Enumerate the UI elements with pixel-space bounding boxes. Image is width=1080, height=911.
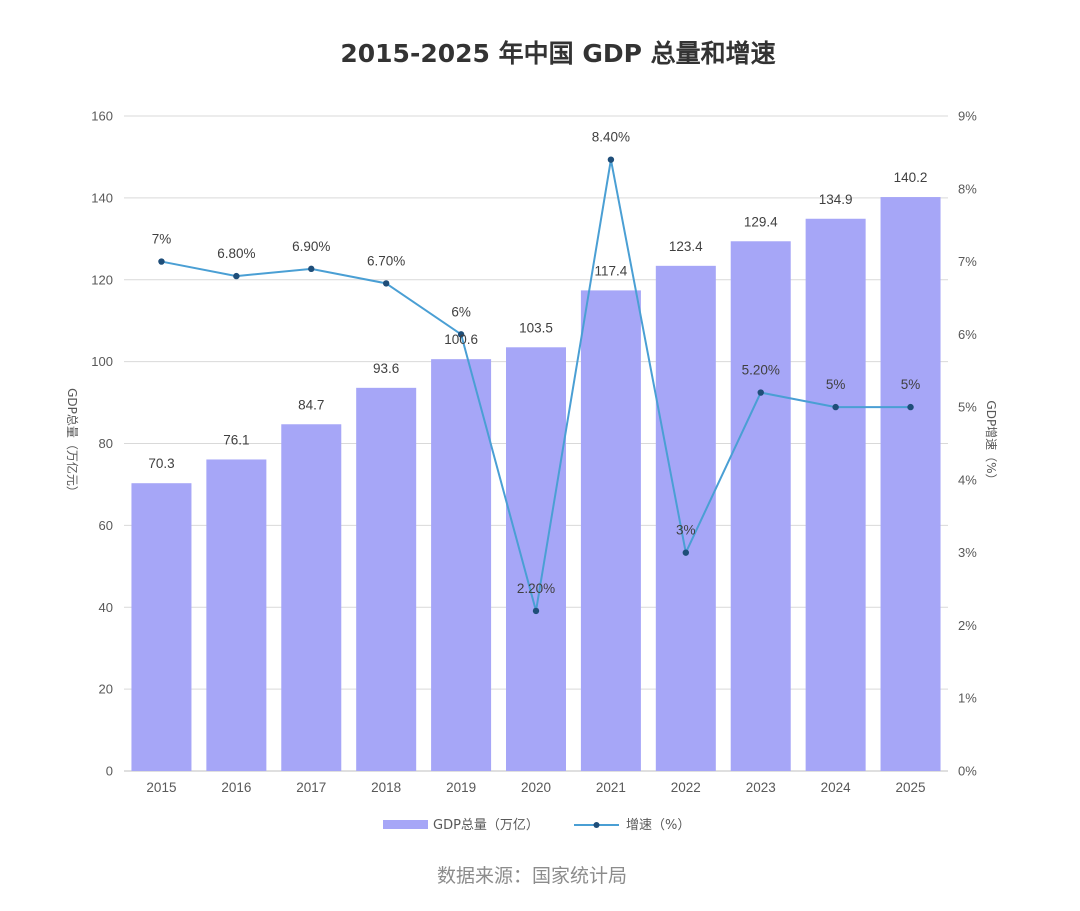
x-tick-label: 2015 bbox=[146, 780, 176, 795]
left-tick-label: 40 bbox=[99, 600, 113, 615]
bar-value-label: 100.6 bbox=[444, 332, 478, 347]
line-value-label: 8.40% bbox=[592, 130, 630, 145]
line-point bbox=[682, 549, 690, 556]
bar bbox=[206, 459, 267, 771]
bar-value-label: 93.6 bbox=[373, 361, 399, 376]
left-tick-label: 60 bbox=[99, 518, 113, 533]
chart-title: 2015-2025 年中国 GDP 总量和增速 bbox=[340, 39, 775, 68]
bar-series bbox=[131, 197, 941, 772]
right-tick-label: 5% bbox=[958, 400, 977, 415]
line-point bbox=[607, 156, 615, 163]
right-axis-title: GDP增速（%） bbox=[984, 400, 998, 485]
line-value-label: 3% bbox=[676, 523, 696, 538]
bar bbox=[730, 241, 791, 772]
x-tick-label: 2020 bbox=[521, 780, 551, 795]
line-point bbox=[158, 258, 165, 265]
bar bbox=[655, 265, 716, 771]
x-tick-label: 2023 bbox=[746, 780, 776, 795]
line-point bbox=[233, 272, 240, 280]
bar-value-label: 134.9 bbox=[819, 192, 853, 207]
bar bbox=[131, 483, 192, 771]
left-axis-title: GDP总量（万亿元） bbox=[65, 388, 80, 498]
line-point bbox=[532, 607, 540, 615]
bar-value-label: 84.7 bbox=[298, 397, 324, 412]
x-tick-label: 2018 bbox=[371, 780, 401, 795]
bar bbox=[805, 218, 866, 772]
x-axis: 2015 2016 2017 2018 2019 2020 2021 2022 2023 2024… bbox=[146, 780, 925, 795]
right-tick-label: 0% bbox=[958, 764, 977, 779]
line-series bbox=[158, 156, 914, 615]
right-tick-label: 8% bbox=[958, 181, 977, 196]
line-data-labels: 7% 6.80% 6.90% 6.70% 6% 2.20% 8.40% 3% 5.20% 5% 5% bbox=[152, 130, 921, 596]
bar bbox=[580, 290, 641, 771]
source-note: 数据来源：国家统计局 bbox=[437, 865, 627, 887]
bar-data-labels: 70.3 76.1 84.7 93.6 100.6 103.5 117.4 123.4 129.… bbox=[148, 170, 927, 471]
legend-bar-label: GDP总量（万亿） bbox=[433, 818, 539, 833]
line-value-label: 6% bbox=[451, 304, 471, 319]
bar-value-label: 129.4 bbox=[744, 214, 778, 229]
bar-value-label: 140.2 bbox=[894, 170, 928, 185]
line-value-label: 5.20% bbox=[742, 363, 780, 378]
line-value-label: 7% bbox=[152, 232, 172, 247]
line-point bbox=[907, 403, 914, 411]
left-tick-label: 120 bbox=[91, 272, 113, 287]
left-axis: 0 20 40 60 80 100 120 140 160 bbox=[91, 109, 113, 779]
left-tick-label: 140 bbox=[91, 190, 113, 205]
legend-line-marker bbox=[593, 822, 600, 828]
line-value-label: 5% bbox=[826, 377, 846, 392]
line-point bbox=[457, 331, 465, 338]
right-tick-label: 3% bbox=[958, 545, 977, 560]
bar-value-label: 103.5 bbox=[519, 320, 553, 335]
legend: GDP总量（万亿） 增速（%） bbox=[383, 818, 690, 833]
x-tick-label: 2025 bbox=[896, 780, 926, 795]
x-tick-label: 2022 bbox=[671, 780, 701, 795]
left-tick-label: 80 bbox=[99, 436, 113, 451]
x-tick-label: 2021 bbox=[596, 780, 626, 795]
line-value-label: 5% bbox=[901, 377, 921, 392]
line-point bbox=[308, 265, 315, 273]
bar-value-label: 117.4 bbox=[595, 263, 628, 278]
left-tick-label: 20 bbox=[99, 682, 113, 697]
x-tick-label: 2016 bbox=[221, 780, 251, 795]
left-tick-label: 160 bbox=[91, 109, 113, 124]
bar bbox=[356, 387, 417, 771]
right-tick-label: 2% bbox=[958, 618, 977, 633]
bar bbox=[880, 197, 941, 771]
right-tick-label: 1% bbox=[958, 691, 977, 706]
bar bbox=[506, 347, 566, 771]
legend-bar-swatch bbox=[383, 820, 428, 829]
bar bbox=[281, 424, 342, 771]
left-tick-label: 0 bbox=[106, 764, 113, 779]
right-tick-label: 7% bbox=[958, 254, 977, 269]
x-tick-label: 2024 bbox=[821, 780, 852, 795]
line-point bbox=[382, 280, 390, 287]
bar-value-label: 76.1 bbox=[223, 432, 249, 447]
bar-value-label: 70.3 bbox=[148, 456, 174, 471]
right-axis: 0% 1% 2% 3% 4% 5% 6% 7% 8% 9% bbox=[958, 109, 977, 779]
line-point bbox=[757, 389, 764, 396]
line-value-label: 6.70% bbox=[367, 253, 405, 268]
x-tick-label: 2019 bbox=[446, 780, 476, 795]
line-value-label: 6.90% bbox=[292, 239, 330, 254]
line-value-label: 6.80% bbox=[217, 246, 255, 261]
legend-line-label: 增速（%） bbox=[626, 818, 690, 833]
x-tick-label: 2017 bbox=[296, 780, 326, 795]
left-tick-label: 100 bbox=[91, 354, 113, 369]
right-tick-label: 9% bbox=[958, 109, 977, 124]
bar-value-label: 123.4 bbox=[669, 239, 703, 254]
right-tick-label: 6% bbox=[958, 327, 977, 342]
line-point bbox=[832, 403, 839, 411]
line-value-label: 2.20% bbox=[517, 581, 555, 596]
bar bbox=[431, 359, 492, 771]
right-tick-label: 4% bbox=[958, 472, 977, 487]
